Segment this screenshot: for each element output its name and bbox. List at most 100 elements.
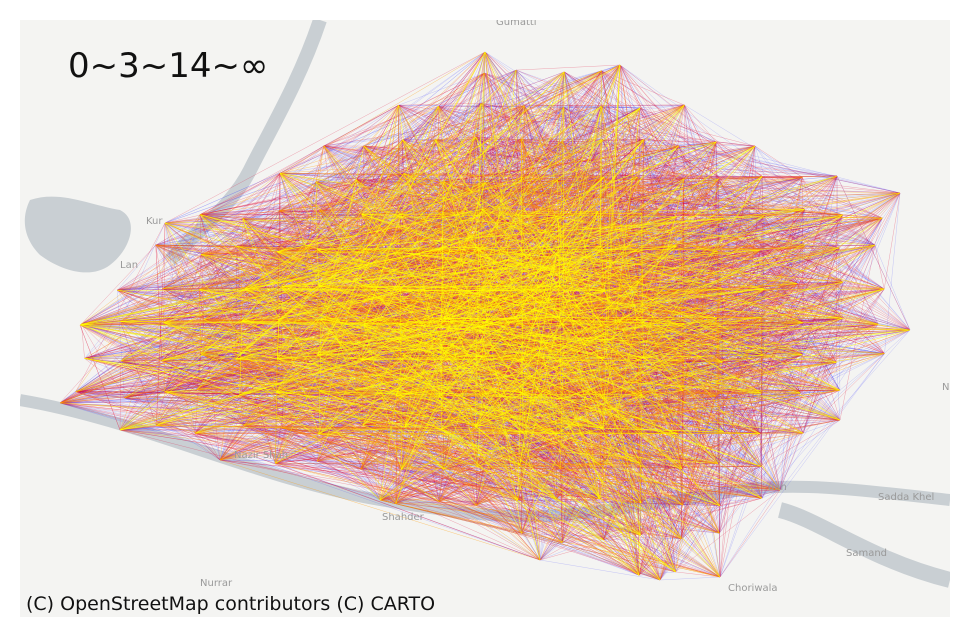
network-edge [754, 146, 798, 284]
network-edge [119, 429, 641, 464]
network-edge [539, 244, 876, 561]
map-canvas[interactable]: Gumatti Kur Lan Nazir Shah Shahder Nurra… [20, 20, 950, 617]
network-edge [842, 244, 876, 283]
network-edge [803, 353, 885, 434]
network-edge [79, 182, 317, 326]
network-edge [522, 107, 564, 178]
network-edge [800, 318, 843, 393]
network-edge [164, 139, 403, 224]
network-edge [561, 139, 644, 543]
network-edge [403, 173, 803, 178]
network-edge [602, 398, 781, 491]
network-edge [779, 214, 843, 491]
network-edge [800, 362, 837, 394]
network-edge [164, 391, 240, 395]
network-edge [759, 318, 843, 434]
network-edge [398, 105, 756, 147]
network-edge [200, 353, 320, 435]
network-edge [435, 139, 765, 216]
network-edge [539, 289, 679, 561]
network-edge [200, 173, 281, 255]
network-edge [162, 182, 317, 289]
network-edge [398, 103, 482, 106]
network-edge [564, 71, 806, 246]
network-edge [760, 249, 841, 391]
network-edge [560, 432, 804, 469]
network-edge [161, 72, 485, 361]
network-edge [117, 249, 318, 291]
network-edge [719, 390, 841, 578]
network-edge [194, 433, 221, 461]
network-edge [684, 104, 803, 178]
network-edge [164, 222, 221, 461]
network-edge [759, 433, 762, 467]
network-edge [639, 107, 843, 319]
network-edge [884, 192, 901, 290]
network-edge [481, 356, 641, 464]
network-edge [120, 360, 396, 396]
network-edge [836, 362, 841, 421]
network-edge [84, 358, 221, 461]
network-edge [361, 51, 486, 215]
network-edge [676, 245, 911, 331]
network-edge [639, 107, 798, 284]
network-edge [684, 104, 717, 143]
network-edge [838, 248, 879, 325]
network-edge [522, 176, 763, 360]
network-edge [516, 69, 883, 219]
network-edge [761, 192, 901, 499]
network-edge [719, 489, 781, 578]
network-edge [601, 139, 717, 143]
network-edge [363, 145, 901, 194]
network-edge [639, 107, 719, 180]
network-edge [637, 104, 685, 178]
network-edge [475, 505, 721, 578]
network-edge [601, 139, 805, 246]
network-edge [619, 64, 805, 210]
network-edge [619, 64, 717, 143]
network-edge [84, 358, 804, 434]
network-edge [398, 105, 405, 174]
network-edge [522, 139, 644, 178]
network-edge [200, 353, 640, 576]
network-edge [117, 244, 156, 291]
network-edge [164, 391, 240, 395]
network-edge [763, 318, 843, 356]
network-edge [659, 214, 843, 581]
network-edge [243, 425, 396, 504]
network-edge [363, 70, 602, 147]
network-edge [761, 281, 844, 318]
network-edge [516, 70, 522, 140]
network-edge [719, 498, 762, 506]
network-edge [242, 210, 320, 219]
network-edge [601, 70, 879, 325]
network-edge [779, 209, 805, 491]
network-edge [619, 64, 764, 355]
network-edge [120, 222, 166, 322]
network-edge [523, 217, 883, 255]
network-edge [874, 245, 885, 290]
network-edge [59, 360, 121, 404]
network-edge [480, 103, 765, 290]
network-edge [597, 139, 644, 212]
network-edge [200, 247, 840, 355]
network-edge [435, 139, 805, 210]
network-edge [164, 69, 517, 224]
network-edge [79, 324, 721, 578]
network-edge [640, 535, 661, 581]
network-edge [836, 176, 911, 331]
network-edge [402, 72, 485, 140]
network-edge [564, 71, 876, 246]
network-edge [719, 318, 843, 506]
network-edge [717, 362, 837, 464]
network-edge [75, 222, 166, 392]
network-edge [562, 104, 685, 143]
network-edge [800, 192, 901, 393]
network-edge [802, 248, 840, 355]
network-edge [563, 107, 840, 249]
network-edge [323, 104, 685, 147]
network-edge [602, 398, 661, 581]
network-edge [59, 402, 361, 470]
network-edge [761, 209, 805, 394]
network-edge [722, 361, 804, 434]
